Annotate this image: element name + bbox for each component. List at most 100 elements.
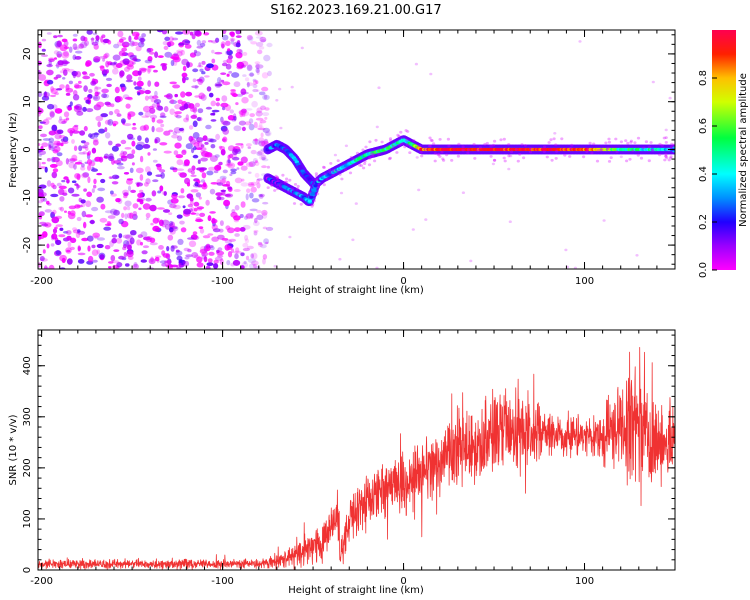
heatmap-noise-cell [233,81,241,88]
heatmap-noise-cell [72,33,78,37]
heatmap-noise-cell [200,144,205,148]
heatmap-noise-cell [197,108,204,114]
heatmap-noise-cell [240,265,245,269]
heatmap-noise-cell [226,73,230,77]
heatmap-noise-cell [117,30,124,38]
heatmap-ridge-speck [568,155,572,158]
heatmap-noise-cell [102,39,107,45]
heatmap-noise-cell [71,193,80,197]
heatmap-noise-cell [89,220,95,224]
heatmap-noise-cell [195,212,200,216]
heatmap-noise-cell [245,162,254,168]
y-tick-label: 400 [22,356,33,375]
heatmap-ridge-speck [389,139,393,143]
heatmap-noise-cell [197,159,201,164]
heatmap-noise-cell [250,41,257,45]
heatmap-noise-cell [203,256,208,263]
heatmap-noise-cell [66,230,72,235]
heatmap-noise-cell [262,253,268,260]
heatmap-noise-cell [209,211,216,214]
heatmap-noise-cell [64,210,67,213]
heatmap-noise-cell [50,243,55,247]
heatmap-noise-cell [116,113,122,117]
heatmap-ridge-speck [605,148,609,151]
heatmap-noise-cell [105,69,110,74]
heatmap-noise-cell [148,258,156,265]
heatmap-noise-cell [190,212,197,215]
heatmap-noise-cell [154,51,159,58]
colorbar: 0.0 0.2 0.4 0.6 0.8 Normalized spectral ampl… [698,30,749,278]
heatmap-ridge-speck [404,129,408,132]
heatmap-noise-cell [253,231,258,236]
heatmap-noise-cell [48,141,54,149]
heatmap-noise-cell [62,77,66,80]
heatmap-noise-cell [202,235,211,239]
heatmap-ridge-speck [669,155,673,159]
heatmap-noise-cell [111,237,117,244]
heatmap-noise-cell [195,147,203,151]
heatmap-noise-cell [225,193,234,198]
heatmap-noise-cell [65,92,71,96]
heatmap-noise-cell [205,265,211,269]
heatmap-noise-cell [164,51,173,58]
heatmap-noise-cell [41,48,46,52]
heatmap-noise-cell [195,217,202,222]
heatmap-noise-cell [146,171,153,176]
heatmap-noise-cell [206,170,214,176]
heatmap-ridge-speck [592,142,596,146]
heatmap-noise-cell [226,58,233,64]
heatmap-noise-cell [290,85,294,89]
heatmap-noise-cell [42,138,51,141]
heatmap-noise-cell [225,40,231,47]
heatmap-noise-cell [239,214,244,218]
heatmap-ridge-speck [323,172,327,176]
heatmap-noise-cell [192,78,197,83]
heatmap-noise-cell [118,233,123,239]
heatmap-ridge-speck [633,141,637,145]
heatmap-noise-cell [107,119,114,126]
heatmap-noise-cell [92,139,99,146]
heatmap-noise-cell [83,141,90,146]
heatmap-noise-cell [57,129,64,135]
heatmap-ridge-speck [570,143,574,147]
heatmap-noise-cell [262,226,268,230]
heatmap-noise-cell [176,135,183,142]
heatmap-ridge-speck [492,158,497,162]
heatmap-ridge-speck [311,203,315,207]
heatmap-noise-cell [251,100,258,108]
heatmap-ridge-speck [290,187,294,191]
heatmap-noise-cell [120,150,125,157]
heatmap-noise-cell [192,231,198,236]
heatmap-ridge-speck [266,186,270,190]
heatmap-ridge-speck [377,153,381,156]
heatmap-ridge-speck [560,137,564,141]
heatmap-noise-cell [149,237,156,243]
heatmap-ridge-speck [664,154,668,158]
heatmap-noise-cell [163,130,171,136]
heatmap-noise-cell [85,99,90,104]
heatmap-noise-cell [253,138,258,142]
heatmap-noise-cell [210,138,214,143]
heatmap-ridge-speck [363,159,367,163]
heatmap-noise-cell [112,54,121,61]
heatmap-noise-cell [108,266,112,269]
heatmap-noise-cell [139,125,147,131]
heatmap-noise-cell [46,69,54,76]
heatmap-noise-cell [104,127,108,133]
heatmap-noise-cell [38,125,43,129]
heatmap-noise-cell [200,157,209,162]
heatmap-noise-cell [241,64,246,68]
heatmap-noise-cell [102,58,106,62]
heatmap-noise-cell [139,155,144,163]
heatmap-noise-cell [157,55,164,58]
heatmap-noise-cell [59,196,65,202]
heatmap-ridge-speck [522,156,526,160]
heatmap-noise-cell [256,214,264,221]
heatmap-noise-cell [265,241,269,245]
heatmap-noise-cell [266,42,273,48]
heatmap-noise-cell [375,266,379,269]
heatmap-noise-cell [229,37,236,42]
heatmap-ridge-speck [363,162,367,166]
heatmap-noise-cell [564,248,568,252]
heatmap-noise-cell [81,237,89,242]
